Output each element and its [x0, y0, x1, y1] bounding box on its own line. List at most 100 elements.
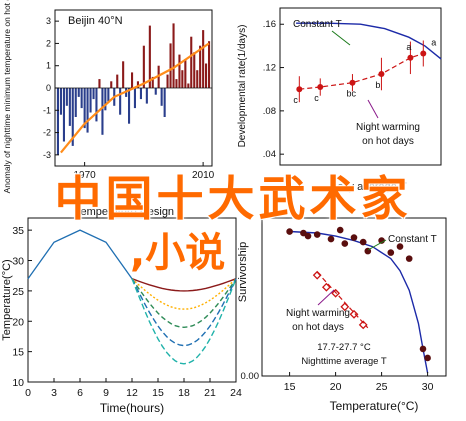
- rate-point: [349, 79, 356, 86]
- anomaly-bar: [187, 83, 190, 88]
- anomaly-y-tick-label: 3: [46, 16, 51, 26]
- anomaly-bar: [154, 88, 157, 95]
- survival-constant-point: [304, 232, 312, 240]
- survival-points: [286, 226, 431, 362]
- rate-plot-frame: [279, 7, 442, 166]
- design-title: Temperature Design: [75, 206, 174, 218]
- survival-x-tick-label: 30: [422, 381, 434, 393]
- anomaly-bar: [116, 74, 119, 88]
- design-y-tick-label: 10: [12, 377, 24, 389]
- anomaly-y-ticks: 3 2 1 0 -1 -2 -3: [43, 16, 59, 160]
- anomaly-bar: [128, 88, 131, 124]
- rate-point: [378, 71, 385, 78]
- anomaly-bar: [199, 45, 202, 88]
- rate-x-label: Daily average T: [330, 181, 407, 193]
- rate-y-ticks: .16 .12 .08 .04: [263, 19, 284, 160]
- survival-night-point: [340, 302, 350, 312]
- survival-annotation-night-arrow: [317, 289, 335, 306]
- design-x-ticks: 0 3 6 9 12 15 18 21 24: [25, 378, 242, 399]
- watermark-title: 中国十大武术家: [54, 172, 412, 227]
- anomaly-bar: [68, 88, 71, 126]
- survival-constant-curve: [289, 230, 429, 374]
- anomaly-bar: [148, 25, 151, 89]
- anomaly-trend-line: [60, 42, 210, 154]
- anomaly-bar: [104, 88, 107, 111]
- anomaly-bar: [136, 81, 139, 88]
- rate-y-tick-label: .12: [263, 63, 276, 74]
- anomaly-bar: [92, 88, 95, 100]
- design-night-curve: [131, 278, 237, 310]
- survival-x-tick-label: 25: [376, 381, 388, 393]
- anomaly-bar: [178, 54, 181, 88]
- rate-night-points: c c bc b a a: [293, 37, 436, 105]
- design-x-tick-label: 9: [103, 387, 109, 399]
- survival-constant-point: [336, 226, 344, 234]
- survival-x-tick-label: 15: [284, 381, 296, 393]
- survival-constant-point: [359, 238, 367, 246]
- anomaly-bar: [65, 88, 68, 106]
- design-x-tick-label: 24: [230, 387, 242, 399]
- rate-point: [420, 50, 427, 57]
- anomaly-y-label-text: Anomaly of nighttime minimum temperature…: [2, 0, 12, 193]
- design-y-label-text: Temperature(°C): [1, 259, 13, 340]
- anomaly-bar: [71, 88, 74, 146]
- rate-point: [317, 84, 324, 91]
- anomaly-bar: [89, 88, 92, 113]
- survival-annotation-range-line2: Nighttime average T: [301, 356, 387, 367]
- survival-night-fit: [316, 271, 369, 329]
- survival-plot-frame: [261, 217, 447, 377]
- rate-annotation-constant-arrow: [331, 30, 351, 46]
- survival-annotation-constant-arrow: [367, 239, 387, 251]
- anomaly-bar: [166, 74, 169, 88]
- rate-constant-curve: [296, 22, 442, 60]
- anomaly-bar: [107, 88, 110, 102]
- rate-point-label: bc: [346, 89, 356, 99]
- anomaly-bar: [110, 81, 113, 88]
- anomaly-bars: [56, 23, 211, 155]
- survival-constant-point: [419, 345, 427, 353]
- design-day-curve: [27, 229, 133, 280]
- rate-annotation-night-line2: on hot days: [362, 136, 414, 147]
- survival-y-ticks: 0.00: [241, 371, 266, 382]
- anomaly-bar: [160, 88, 163, 106]
- anomaly-bar: [145, 88, 148, 104]
- rate-y-tick-label: .08: [263, 106, 276, 117]
- anomaly-bar: [175, 79, 178, 88]
- survival-constant-point: [424, 354, 431, 362]
- survival-constant-point: [341, 240, 349, 247]
- design-x-label: Time(hours): [100, 401, 164, 415]
- anomaly-x-ticks: 1970 2010: [73, 162, 215, 181]
- survival-night-point: [349, 309, 359, 319]
- anomaly-bar: [83, 88, 86, 129]
- anomaly-bar: [86, 88, 89, 133]
- survival-night-point: [312, 270, 322, 280]
- rate-y-tick-label: .16: [263, 19, 276, 30]
- panel-rate: c c bc b a a .16 .12 .08 .04 Constant T Night wa…: [237, 7, 442, 193]
- anomaly-bar: [131, 72, 134, 88]
- rate-annotation-night-line1: Night warming: [356, 122, 420, 133]
- rate-night-line: [299, 52, 424, 90]
- rate-annotation-constant: Constant T: [293, 19, 342, 30]
- anomaly-y-tick-label: -2: [43, 128, 51, 138]
- survival-annotation-constant: Constant T: [388, 234, 437, 245]
- panel-anomaly: 3 2 1 0 -1 -2 -3 1970 2010 Beijin 40°N Anomaly …: [2, 0, 215, 193]
- design-y-tick-label: 20: [12, 316, 24, 328]
- anomaly-bar: [98, 79, 101, 88]
- design-y-tick-label: 35: [12, 225, 24, 237]
- anomaly-bar: [208, 41, 211, 88]
- design-x-tick-label: 6: [77, 387, 83, 399]
- anomaly-y-tick-label: 1: [46, 61, 51, 71]
- anomaly-bar: [133, 88, 136, 109]
- design-night-curve: [131, 278, 237, 292]
- survival-constant-point: [396, 243, 404, 250]
- survival-x-ticks: 15 20 25 30: [284, 372, 434, 393]
- design-y-tick-label: 25: [12, 286, 24, 298]
- survival-night-point: [358, 320, 368, 330]
- anomaly-y-tick-label: -3: [43, 150, 51, 160]
- design-night-curve: [131, 278, 237, 365]
- survival-x-tick-label: 20: [330, 381, 342, 393]
- design-x-tick-label: 15: [152, 387, 164, 399]
- anomaly-bar: [193, 52, 196, 88]
- anomaly-bar: [119, 88, 122, 115]
